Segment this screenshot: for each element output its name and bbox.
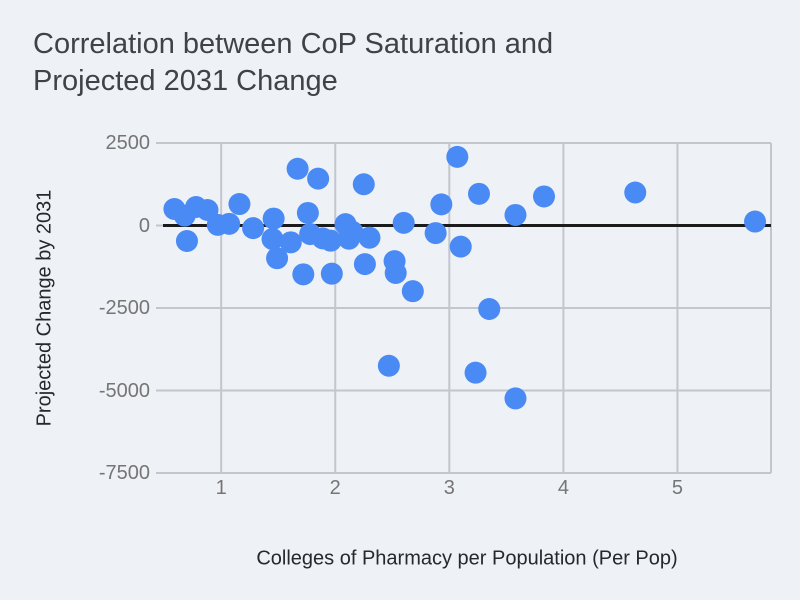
data-point[interactable]: [446, 145, 469, 168]
data-point[interactable]: [504, 203, 527, 226]
chart-title: Correlation between CoP Saturation and P…: [33, 26, 553, 100]
data-point[interactable]: [532, 185, 555, 208]
chart-title-line-2: Projected 2031 Change: [33, 65, 338, 97]
data-point[interactable]: [377, 354, 400, 377]
data-point[interactable]: [261, 228, 284, 251]
x-tick-label: 2: [329, 477, 341, 499]
data-point[interactable]: [504, 387, 527, 410]
data-point[interactable]: [292, 263, 315, 286]
data-point[interactable]: [266, 247, 289, 270]
data-point[interactable]: [286, 157, 309, 180]
data-point[interactable]: [424, 222, 447, 245]
data-point[interactable]: [228, 193, 251, 216]
data-point[interactable]: [464, 361, 487, 384]
data-point[interactable]: [430, 193, 453, 216]
data-point[interactable]: [175, 230, 198, 253]
data-point[interactable]: [467, 182, 490, 205]
x-tick-label: 4: [557, 477, 569, 499]
y-tick-label: -5000: [98, 379, 150, 402]
y-tick-label: -2500: [98, 297, 150, 319]
data-point[interactable]: [353, 253, 376, 276]
y-tick-label: 2500: [105, 132, 151, 154]
data-point[interactable]: [218, 212, 241, 235]
data-point[interactable]: [744, 210, 767, 233]
data-point[interactable]: [320, 262, 343, 285]
y-tick-label: -7500: [98, 462, 150, 484]
x-tick-label: 5: [671, 477, 684, 499]
data-point[interactable]: [624, 181, 647, 204]
x-tick-label: 3: [443, 477, 455, 499]
data-point[interactable]: [307, 167, 330, 190]
data-point[interactable]: [401, 280, 424, 303]
data-point[interactable]: [319, 229, 342, 252]
data-point[interactable]: [392, 211, 415, 234]
data-point[interactable]: [242, 217, 265, 240]
data-point[interactable]: [296, 201, 319, 224]
data-point[interactable]: [358, 226, 381, 249]
x-tick-label: 1: [215, 477, 227, 499]
data-point[interactable]: [384, 262, 407, 285]
data-point[interactable]: [279, 231, 302, 254]
data-point[interactable]: [478, 297, 501, 320]
chart-title-line-1: Correlation between CoP Saturation and: [33, 28, 554, 60]
data-point[interactable]: [262, 207, 285, 230]
data-point[interactable]: [449, 235, 472, 258]
y-tick-label: 0: [138, 214, 150, 237]
x-axis-title: Colleges of Pharmacy per Population (Per…: [256, 547, 678, 570]
data-point[interactable]: [341, 220, 364, 243]
data-point[interactable]: [352, 173, 375, 196]
